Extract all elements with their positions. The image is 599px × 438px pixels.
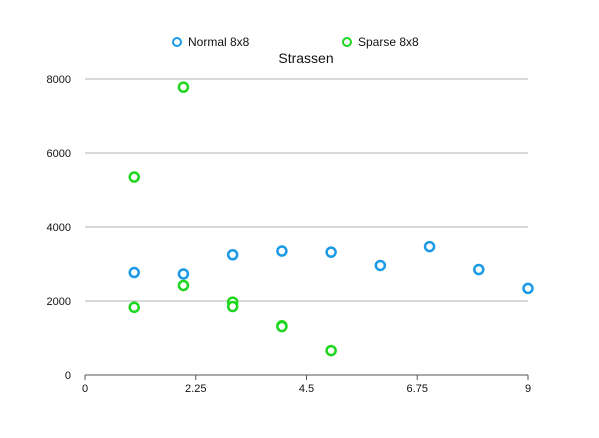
- point-normal-8x8: [226, 249, 239, 261]
- y-tick-label: 4000: [47, 222, 71, 234]
- axes: 0 2000 4000 6000 8000 0 2.25 4.5 6.75 9: [47, 74, 532, 395]
- x-tick-label: 2.25: [185, 383, 206, 395]
- legend-label-sparse: Sparse 8x8: [358, 35, 419, 49]
- point-normal-8x8: [325, 246, 337, 258]
- point-sparse-8x8: [226, 300, 239, 313]
- point-normal-8x8: [128, 266, 140, 279]
- point-normal-8x8: [473, 263, 485, 276]
- point-sparse-8x8: [128, 301, 140, 314]
- point-normal-8x8: [276, 245, 288, 257]
- chart-title: Strassen: [278, 50, 333, 66]
- x-tick-label: 9: [525, 383, 531, 395]
- grid: [85, 78, 528, 302]
- point-sparse-8x8: [325, 344, 337, 357]
- point-sparse-8x8: [128, 171, 140, 183]
- point-normal-8x8: [374, 259, 387, 272]
- x-tick-label: 6.75: [407, 383, 428, 395]
- point-normal-8x8: [522, 282, 534, 295]
- legend-marker-normal: [172, 37, 182, 47]
- x-tick-label: 4.5: [299, 383, 314, 395]
- data-points: [128, 81, 534, 357]
- legend: Normal 8x8 Sparse 8x8: [172, 35, 419, 49]
- point-sparse-8x8: [276, 320, 288, 333]
- y-tick-label: 8000: [47, 74, 71, 86]
- y-tick-label: 0: [65, 370, 71, 382]
- y-tick-label: 6000: [47, 148, 71, 160]
- legend-label-normal: Normal 8x8: [188, 35, 250, 49]
- point-sparse-8x8: [177, 279, 190, 292]
- point-normal-8x8: [423, 240, 436, 253]
- x-tick-label: 0: [82, 383, 88, 395]
- y-tick-label: 2000: [47, 296, 71, 308]
- point-normal-8x8: [177, 268, 190, 280]
- point-sparse-8x8: [177, 81, 190, 93]
- legend-marker-sparse: [342, 37, 352, 47]
